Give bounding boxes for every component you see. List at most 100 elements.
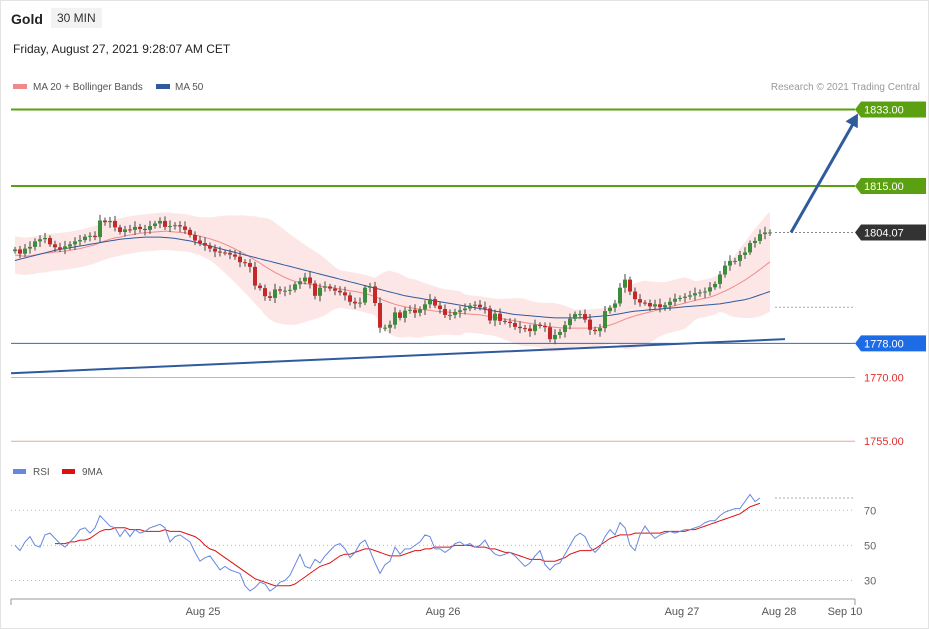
candle-body: [173, 225, 177, 227]
candle: [438, 301, 442, 314]
candle-body: [598, 328, 602, 332]
red-level-label: 1755.00: [864, 436, 904, 448]
candle-body: [148, 226, 152, 230]
candle-body: [398, 312, 402, 318]
candle-body: [223, 252, 227, 254]
candle-body: [378, 303, 382, 328]
candle: [448, 309, 452, 321]
candle: [203, 237, 207, 251]
candle-body: [348, 295, 352, 302]
candle-body: [53, 244, 57, 248]
candle-body: [628, 279, 632, 292]
candle: [188, 227, 192, 238]
candle-body: [238, 256, 242, 263]
candle: [128, 224, 132, 233]
candle-body: [668, 301, 672, 306]
projection-arrow-head: [845, 113, 858, 129]
candle-body: [373, 286, 377, 304]
candle: [163, 216, 167, 230]
candle-body: [508, 321, 512, 324]
candle: [413, 304, 417, 318]
candle-body: [673, 298, 677, 302]
resistance-label-box: [855, 178, 926, 195]
candle: [408, 305, 412, 314]
candle-body: [163, 220, 167, 227]
candle: [693, 287, 697, 301]
candle-body: [143, 229, 147, 231]
candle-body: [513, 323, 517, 327]
candle-body: [363, 287, 367, 303]
candle-body: [428, 299, 432, 305]
candle: [768, 229, 772, 236]
candle: [368, 282, 372, 293]
rsi-9ma-line: [55, 502, 761, 587]
candle: [48, 235, 52, 247]
candle: [273, 283, 277, 304]
candle-body: [528, 328, 532, 332]
candle: [418, 306, 422, 317]
candle-body: [178, 225, 182, 227]
candle: [18, 245, 22, 259]
candlesticks: [13, 214, 772, 345]
candle: [753, 237, 757, 248]
candle: [113, 215, 117, 232]
legend-ma20-label: MA 20 + Bollinger Bands: [33, 82, 143, 93]
candle: [358, 297, 362, 308]
candle: [633, 287, 637, 305]
candle: [468, 303, 472, 312]
candle-body: [368, 286, 372, 288]
candle: [378, 297, 382, 333]
candle-body: [193, 234, 197, 241]
candle: [238, 251, 242, 268]
candle: [148, 220, 152, 234]
candle-body: [583, 314, 587, 320]
candle: [178, 221, 182, 233]
resistance-label-box: [855, 101, 926, 118]
candle: [303, 272, 307, 285]
candle: [63, 240, 67, 255]
candle: [183, 221, 187, 234]
candle-body: [273, 289, 277, 298]
candle: [288, 284, 292, 295]
candle: [458, 306, 462, 318]
candle-body: [293, 284, 297, 290]
candle-body: [593, 329, 597, 332]
timeframe-selector[interactable]: 30 MIN: [51, 8, 102, 28]
candle: [253, 261, 257, 290]
candle: [328, 283, 332, 292]
candle-body: [298, 281, 302, 285]
candle-body: [383, 327, 387, 329]
candle-body: [323, 286, 327, 288]
candle-body: [568, 318, 572, 326]
candle-body: [473, 304, 477, 306]
rsi-tick-label: 30: [864, 575, 876, 587]
candle-body: [153, 223, 157, 227]
candle: [473, 301, 477, 311]
x-tick-label: Aug 28: [762, 606, 797, 618]
bollinger-band-area: [15, 211, 770, 352]
x-tick-label: Aug 26: [426, 606, 461, 618]
candle-body: [203, 243, 207, 246]
candle: [193, 231, 197, 246]
candle: [678, 295, 682, 302]
candle: [133, 221, 137, 235]
candle: [383, 324, 387, 332]
candle: [608, 305, 612, 314]
candle-body: [133, 226, 137, 230]
candle-body: [468, 305, 472, 309]
candle: [653, 299, 657, 310]
candle-body: [103, 220, 107, 223]
candle-body: [713, 283, 717, 288]
candle-body: [43, 237, 47, 240]
candle-body: [333, 288, 337, 291]
support-label-box: [855, 335, 926, 352]
candle-body: [648, 303, 652, 307]
candle-body: [538, 324, 542, 326]
candle-body: [763, 232, 767, 235]
rsi-tick-label: 50: [864, 540, 876, 552]
candle-body: [318, 287, 322, 296]
candle-body: [63, 246, 67, 250]
legend-ma50-label: MA 50: [175, 82, 204, 93]
candle: [398, 309, 402, 321]
candle-body: [48, 237, 52, 245]
